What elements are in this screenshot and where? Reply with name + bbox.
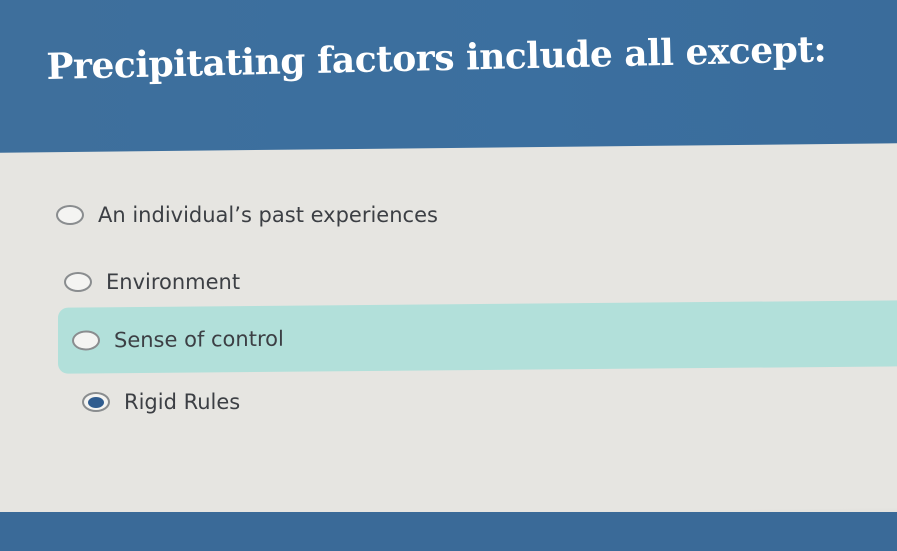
option-label: Environment bbox=[106, 270, 241, 294]
option-rigid-rules[interactable]: Rigid Rules bbox=[82, 382, 240, 422]
radio-selected-icon[interactable] bbox=[82, 392, 110, 412]
footer-bar bbox=[0, 512, 897, 551]
radio-unselected-icon[interactable] bbox=[56, 205, 84, 225]
option-label: Sense of control bbox=[114, 326, 284, 353]
radio-unselected-icon[interactable] bbox=[72, 330, 100, 351]
option-sense-of-control[interactable]: Sense of control bbox=[58, 300, 897, 374]
option-label: Rigid Rules bbox=[124, 390, 241, 414]
question-header: Precipitating factors include all except… bbox=[0, 0, 897, 158]
radio-dot-icon bbox=[88, 396, 104, 408]
option-past-experiences[interactable]: An individual’s past experiences bbox=[56, 195, 438, 235]
option-environment[interactable]: Environment bbox=[64, 262, 240, 302]
question-title: Precipitating factors include all except… bbox=[46, 28, 827, 88]
radio-unselected-icon[interactable] bbox=[64, 272, 92, 292]
option-label: An individual’s past experiences bbox=[98, 203, 438, 227]
